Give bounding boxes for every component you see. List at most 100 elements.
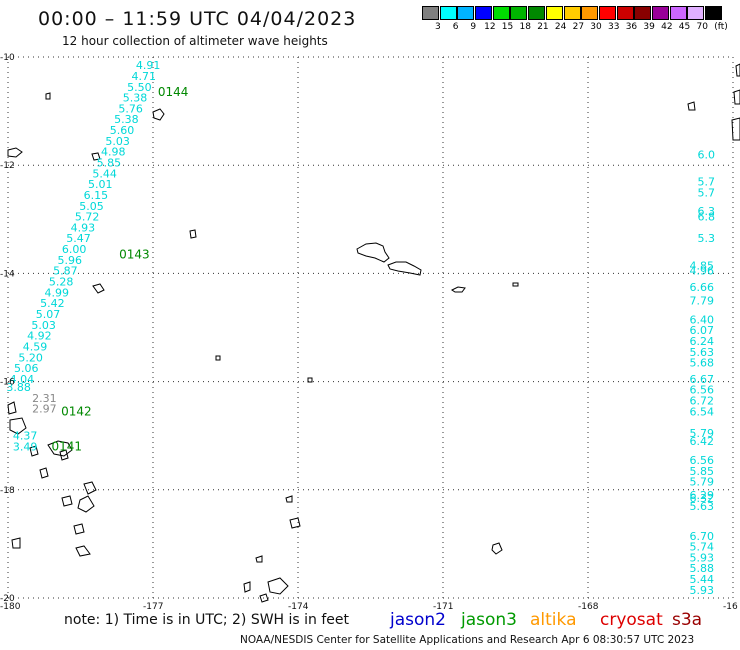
satellite-name: jason2 [390,610,446,630]
legend-label: 42 [661,22,673,32]
wave-height-value: 6.56 [690,454,715,467]
legend-swatch [457,6,475,20]
wave-height-value: 3.88 [6,381,31,394]
legend-swatch [705,6,722,20]
island-center-2 [307,377,313,383]
map-title: 00:00 – 11:59 UTC 04/04/2023 [38,8,357,30]
wave-height-value: 5.47 [66,232,91,245]
wave-height-value: 6.07 [690,324,715,337]
legend-label: 18 [519,22,531,32]
island-niuatoputapu [92,283,105,294]
island-right-4 [731,117,740,141]
legend-swatch [545,6,563,20]
wave-height-value: 5.44 [92,167,117,180]
longitude-label: -171 [433,602,453,612]
wave-height-value: 4.85 [690,259,715,272]
pass-number-label: 0142 [61,404,92,418]
wave-height-value: 5.07 [36,308,61,321]
wave-height-value: 6.32 [690,492,715,505]
island-tonga-5 [259,593,269,603]
island-tutuila [451,286,466,293]
legend-label: 21 [537,22,549,32]
pass-number-label: 0144 [158,85,189,99]
legend-swatch [687,6,705,20]
island-lau-1 [77,495,95,513]
legend-label: 70 [696,22,708,32]
island-right-3 [733,89,740,105]
wave-height-value: 4.71 [131,70,156,83]
wave-height-value: 5.60 [110,124,135,137]
units-note: note: 1) Time is in UTC; 2) SWH is in fe… [64,612,350,628]
island-left-3 [9,417,27,435]
pass-number-label: 0143 [119,247,150,261]
wave-height-value: 5.79 [690,427,715,440]
legend-label: 6 [452,22,459,32]
wave-height-value: 5.42 [40,297,64,310]
wave-height-value: 6.56 [690,384,715,397]
longitude-label: -177 [143,602,163,612]
wave-height-value: 6.00 [62,243,86,256]
legend-swatch [581,6,599,20]
wave-height-value: 5.63 [690,500,715,513]
island-lau-3 [61,495,73,507]
wave-height-value: 5.88 [690,562,715,575]
color-scale-legend [422,6,723,20]
wave-height-value: 6.15 [84,189,109,202]
wave-height-value: 5.85 [690,465,715,478]
legend-label: 27 [572,22,585,32]
wave-height-value: 3.49 [13,441,38,454]
wave-height-value: 5.01 [88,178,113,191]
color-scale-labels: 3 6 9 12 15 18 21 24 27 30 33 36 39 42 45 70 (ft) [422,22,740,34]
legend-label: 45 [678,22,691,32]
wave-height-value: 4.59 [23,340,48,353]
island-tonga-4 [285,495,293,503]
island-rotuma [45,92,51,100]
wave-height-value: 5.28 [49,276,73,289]
altimeter-tracks: 4.914.715.505.385.765.385.605.034.985.85… [6,59,715,597]
island-lau-2 [83,481,97,495]
wave-height-value: 5.7 [698,175,716,188]
island-lau-4 [73,523,85,535]
island-center-1 [215,355,221,361]
wave-height-value: 7.79 [690,294,715,307]
wave-height-value: 6.66 [690,281,715,294]
island-left-2 [7,401,17,415]
wave-height-value: 5.72 [75,211,100,224]
satellite-name: altika [530,610,577,630]
legend-label: 12 [484,22,496,32]
island-wallis [189,229,197,239]
island-right-2 [735,63,740,77]
island-tonga-2 [267,577,289,595]
wave-height-value: 5.93 [690,551,715,564]
island-tonga-3 [289,517,301,529]
wave-height-value: 5.38 [123,92,147,105]
pass-number-label: 0141 [52,440,83,454]
legend-swatch [634,6,652,20]
island-lau-6 [11,537,21,549]
wave-height-value: 5.76 [118,102,143,115]
wave-height-value: 5.50 [127,81,152,94]
island-niuafoou [152,108,165,121]
wave-height-value: 4.37 [13,430,38,443]
wave-height-value: 5.03 [31,319,56,332]
island-vanua-levu [47,440,73,457]
wave-height-value: 6.54 [690,405,715,418]
legend-label: 3 [435,22,441,32]
island-right-1 [687,101,696,111]
legend-label: 15 [501,22,514,32]
latitude-label: -10 [0,53,15,63]
wave-height-value: 6.0 [698,148,716,161]
wave-height-value: 4.91 [136,59,161,72]
wave-height-value: 6.3 [698,205,716,218]
wave-height-value: 5.63 [690,346,715,359]
legend-label: 9 [470,22,477,32]
island-samoa-savaii [356,242,390,263]
wave-height-value: 5.03 [105,135,130,148]
wave-height-value: 5.96 [58,254,83,267]
legend-swatch [439,6,457,20]
wave-height-value: 5.85 [97,156,122,169]
longitude-label: -16 [723,602,738,612]
wave-height-value: 5.87 [53,265,78,278]
wave-height-value: 5.44 [690,573,715,586]
